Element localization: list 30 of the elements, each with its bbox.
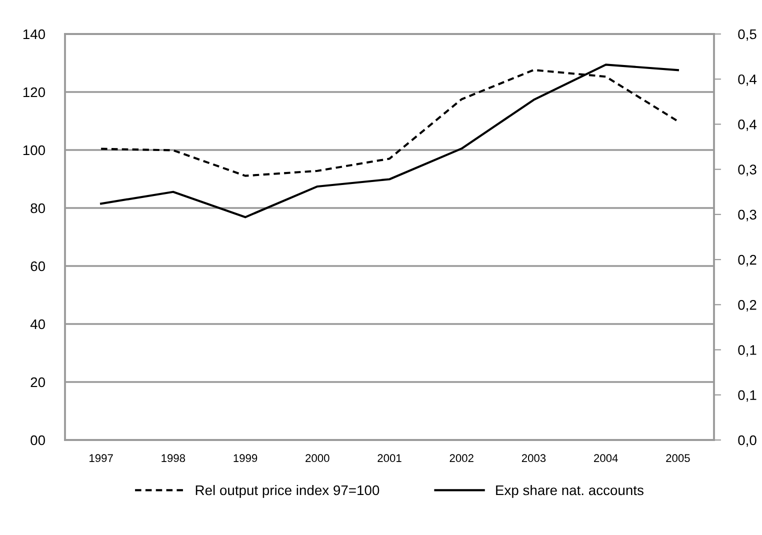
x-tick-label: 2000 — [306, 454, 330, 462]
x-tick-label: 2003 — [522, 454, 546, 462]
y-tick-label: 00 — [30, 435, 46, 446]
y-tick-label: 40 — [30, 319, 46, 330]
y2-tick-label: 0,5 — [738, 29, 756, 41]
x-tick-label: 2004 — [594, 454, 618, 462]
x-tick-label: 2005 — [666, 454, 690, 462]
legend-label: Exp share nat. accounts — [496, 484, 644, 498]
y2-tick-label: 0,3 — [738, 164, 756, 176]
x-tick-label: 1999 — [234, 454, 258, 462]
y2-tick-label: 0,4 — [738, 120, 757, 132]
y-tick-label: 100 — [23, 145, 46, 156]
y2-tick-label: 0,1 — [738, 345, 756, 357]
y-tick-label: 60 — [30, 261, 46, 272]
legend-label: Rel output price index 97=100 — [196, 484, 380, 498]
y2-tick-label: 0,4 — [738, 74, 757, 86]
x-tick-label: 2001 — [378, 454, 402, 462]
line-series — [100, 64, 679, 218]
y2-tick-label: 0,0 — [738, 435, 756, 447]
y2-tick-label: 0,2 — [738, 300, 756, 312]
y2-tick-label: 0,2 — [738, 254, 756, 266]
y-tick-label: 120 — [23, 87, 46, 98]
y-tick-label: 80 — [30, 203, 46, 214]
x-tick-label: 1997 — [90, 454, 113, 462]
x-tick-label: 1998 — [162, 454, 186, 462]
y2-tick-label: 0,3 — [738, 210, 756, 222]
y2-tick-label: 0,1 — [738, 390, 756, 402]
y-tick-label: 20 — [30, 377, 46, 388]
x-tick-label: 2002 — [450, 454, 474, 462]
y-tick-label: 140 — [23, 29, 46, 40]
